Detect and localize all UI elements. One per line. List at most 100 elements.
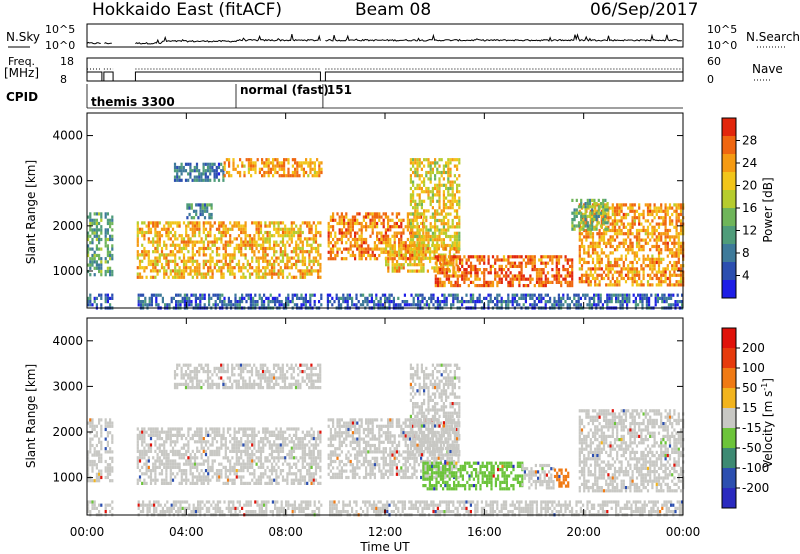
echo-cell [136, 234, 139, 238]
echo-cell [174, 427, 177, 431]
echo-cell [180, 259, 183, 263]
echo-cell [414, 167, 417, 171]
echo-cell [424, 243, 427, 248]
echo-cell [609, 280, 612, 284]
echo-cell [226, 266, 230, 270]
echo-cell [420, 234, 423, 239]
echo-cell [93, 231, 96, 235]
echo-cell [189, 456, 192, 460]
echo-cell [670, 303, 673, 307]
echo-cell [591, 276, 595, 281]
echo-cell [171, 449, 175, 453]
echo-cell [215, 472, 219, 476]
echo-cell [160, 437, 164, 441]
echo-cell [657, 283, 661, 287]
echo-cell [279, 246, 282, 251]
echo-cell [580, 211, 583, 215]
echo-cell [187, 459, 190, 463]
echo-cell [251, 246, 254, 251]
echo-cell [87, 231, 90, 235]
echo-cell [478, 284, 481, 288]
echo-cell [604, 208, 607, 212]
echo-cell [177, 293, 180, 297]
echo-cell [451, 186, 454, 191]
echo-cell [657, 260, 661, 265]
freq-panel: Freq. [MHz] 18 8 60 0 Nave [4, 55, 783, 86]
echo-cell [578, 203, 581, 207]
echo-cell [452, 293, 455, 297]
echo-cell [420, 186, 423, 191]
echo-cell [662, 257, 665, 261]
echo-cell [416, 186, 419, 191]
echo-cell [308, 259, 311, 263]
echo-cell [416, 193, 419, 197]
echo-cell [248, 234, 252, 238]
echo-cell [666, 248, 669, 252]
echo-cell [445, 274, 448, 278]
echo-cell [294, 161, 297, 165]
echo-cell [201, 293, 204, 297]
echo-cell [209, 449, 212, 453]
echo-cell [626, 296, 629, 300]
echo-cell [308, 253, 311, 257]
echo-cell [638, 219, 641, 223]
echo-cell [580, 241, 584, 245]
echo-cell [529, 258, 532, 262]
echo-cell [653, 264, 656, 268]
echo-cell [520, 271, 523, 275]
echo-cell [223, 174, 226, 178]
echo-cell [533, 264, 536, 268]
echo-cell [191, 481, 194, 485]
echo-cell [666, 212, 669, 217]
echo-cell [248, 237, 252, 241]
echo-cell [624, 238, 628, 242]
echo-cell [409, 241, 412, 245]
echo-cell [396, 269, 399, 273]
echo-cell [288, 272, 291, 276]
echo-cell [329, 293, 332, 297]
echo-cell [290, 240, 293, 244]
echo-cell [93, 257, 96, 261]
echo-cell [295, 243, 298, 247]
echo-cell [271, 300, 274, 304]
colorbar-tick-label: 12 [742, 224, 757, 238]
echo-cell [288, 227, 291, 231]
echo-cell [222, 246, 225, 251]
echo-cell [632, 293, 635, 297]
echo-cell [307, 300, 310, 304]
echo-cell [575, 198, 578, 202]
echo-cell [646, 225, 650, 229]
echo-cell [218, 221, 221, 225]
echo-cell [441, 255, 444, 259]
echo-cell [456, 212, 459, 216]
echo-cell [671, 222, 674, 226]
echo-cell [449, 247, 452, 251]
echo-cell [207, 272, 210, 276]
echo-cell [568, 264, 572, 268]
echo-cell [358, 237, 361, 242]
echo-cell [294, 170, 297, 175]
echo-cell [251, 266, 254, 270]
echo-cell [347, 218, 350, 222]
echo-cell [604, 218, 607, 222]
echo-cell [320, 161, 323, 165]
echo-cell [176, 178, 179, 182]
echo-cell [209, 221, 212, 225]
echo-cell [204, 234, 208, 238]
echo-cell [655, 270, 658, 274]
echo-cell [437, 243, 440, 248]
echo-cell [456, 255, 459, 259]
echo-cell [191, 262, 194, 267]
echo-cell [327, 221, 330, 226]
echo-cell [273, 240, 276, 244]
echo-cell [675, 232, 678, 236]
echo-cell [154, 246, 157, 251]
echo-cell [666, 232, 669, 236]
echo-cell [111, 247, 114, 251]
echo-cell [502, 255, 506, 259]
echo-cell [104, 273, 107, 277]
echo-cell [583, 248, 586, 252]
echo-cell [89, 228, 92, 232]
echo-cell [535, 271, 539, 275]
echo-cell [376, 225, 379, 229]
